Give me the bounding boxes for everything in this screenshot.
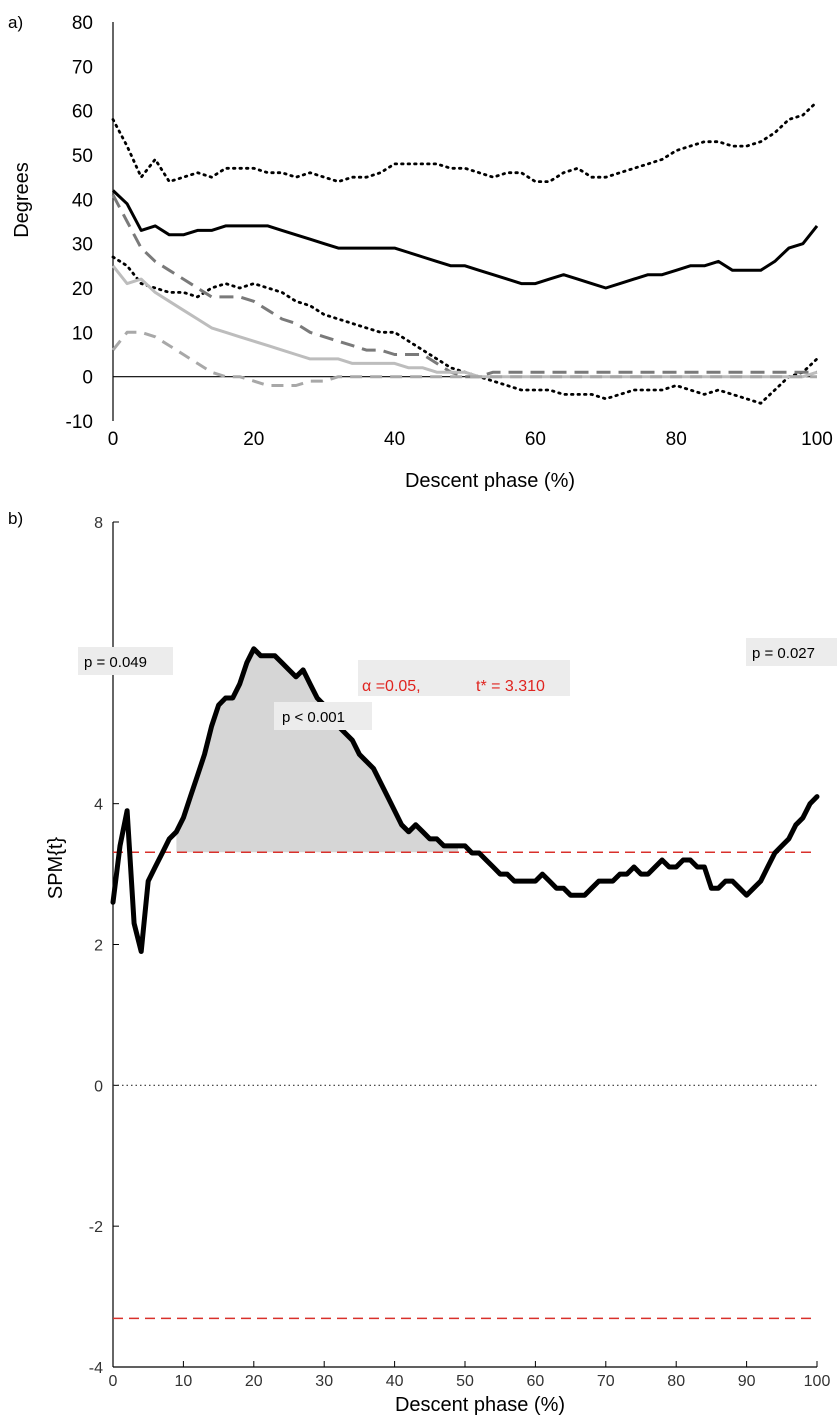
panel-a-label: a) [8,13,23,32]
panel-a-ytick-label: 10 [72,323,93,344]
panel-a-ytick-label: 0 [82,368,93,389]
panel-b-xtick-label: 50 [456,1373,474,1390]
panel-b-ylabel: SPM{t} [45,837,67,900]
panel-b-series [110,646,820,954]
panel-b-ytick-label: 8 [94,515,103,532]
panel-b-xtick-label: 100 [804,1373,831,1390]
panel-a-ytick-label: 60 [72,102,93,123]
panel-a-ytick-label: 40 [72,190,93,211]
panel-a-series-line-1 [111,189,819,290]
panel-b-xtick-label: 0 [109,1373,118,1390]
panel-b-ytick-label: 2 [94,938,103,955]
panel-b-xtick-label: 80 [667,1373,685,1390]
panel-a-ylabel: Degrees [11,162,33,238]
panel-a-xtick-label: 60 [525,429,546,450]
panel-b-xtick-label: 90 [738,1373,756,1390]
panel-a-series-line-6 [111,330,817,387]
panel-b-xtick-label: 10 [175,1373,193,1390]
panel-a-series-line-5 [111,264,818,379]
panel-b-ytick-label: -4 [89,1360,103,1377]
panel-b-xtick-label: 40 [386,1373,404,1390]
panel-a-ytick-label: 50 [72,146,93,167]
panel-a-xtick-label: 20 [243,429,264,450]
threshold-label-alpha: α =0.05, [362,678,421,695]
panel-b-xtick-label: 70 [597,1373,615,1390]
panel-b-xtick-label: 60 [527,1373,545,1390]
panel-a-xtick-label: 100 [801,429,833,450]
annotation-p-left: p = 0.049 [84,654,147,671]
annotation-box-left [78,647,173,675]
annotation-p-mid: p < 0.001 [282,709,345,726]
annotation-box-mid [274,702,372,730]
panel-a-ytick-label: 80 [72,13,93,34]
panel-a-xtick-label: 40 [384,429,405,450]
panel-b-label: b) [8,509,23,528]
panel-b-xtick-label: 30 [315,1373,333,1390]
panel-a-series-line-2 [111,100,819,183]
panel-a-series [111,100,819,405]
panel-b-ytick-label: 0 [94,1078,103,1095]
annotation-p-right: p = 0.027 [752,645,815,662]
panel-a-xtick-label: 0 [108,429,119,450]
panel-a-ytick-label: 20 [72,279,93,300]
panel-a-xtick-label: 80 [666,429,687,450]
panel-b-xlabel: Descent phase (%) [395,1394,565,1416]
panel-b-xtick-label: 20 [245,1373,263,1390]
panel-a-xlabel: Descent phase (%) [405,470,575,492]
panel-a-ytick-label: -10 [66,412,93,433]
panel-b-annotations: p = 0.049 p < 0.001 p = 0.027 α =0.05, t… [78,638,837,730]
annotation-box-right [746,638,837,666]
panel-b-spm-curve [110,646,820,954]
threshold-label-box [358,660,570,696]
panel-a-axes: -10 0 10 20 30 40 50 60 70 80 0 20 40 60 80 100 [66,13,833,450]
panel-a-ytick-label: 70 [72,57,93,78]
panel-b-ytick-label: 4 [94,797,103,814]
panel-b-ytick-label: -2 [89,1219,103,1236]
panel-a-ytick-label: 30 [72,235,93,256]
panel-b-axes: -4-2024680102030405060708090100 [89,515,831,1390]
panel-a-series-line-4 [111,194,817,379]
threshold-label-t: t* = 3.310 [476,678,545,695]
